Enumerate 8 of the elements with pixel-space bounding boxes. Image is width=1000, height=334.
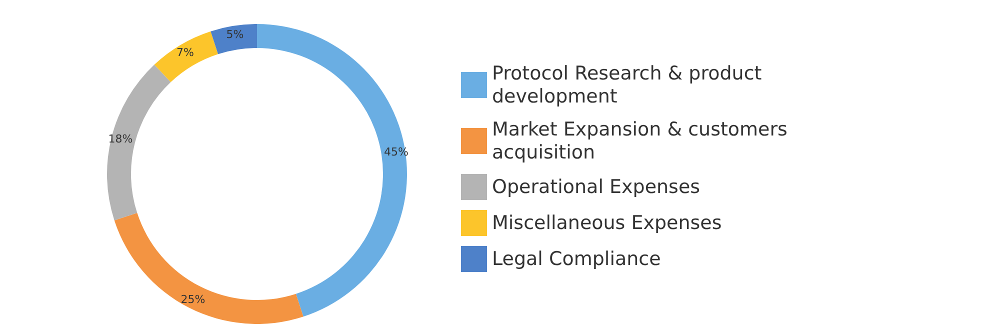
data-label: 25% (180, 293, 206, 306)
legend-label: Miscellaneous Expenses (492, 212, 722, 234)
legend-label: Legal Compliance (492, 248, 661, 270)
data-label: 5% (226, 28, 244, 42)
legend-label: Market Expansion & customers acquisition (492, 118, 794, 164)
legend-label: Operational Expenses (492, 176, 700, 198)
legend-label: Protocol Research & product development (492, 62, 768, 108)
data-label: 7% (176, 46, 194, 60)
